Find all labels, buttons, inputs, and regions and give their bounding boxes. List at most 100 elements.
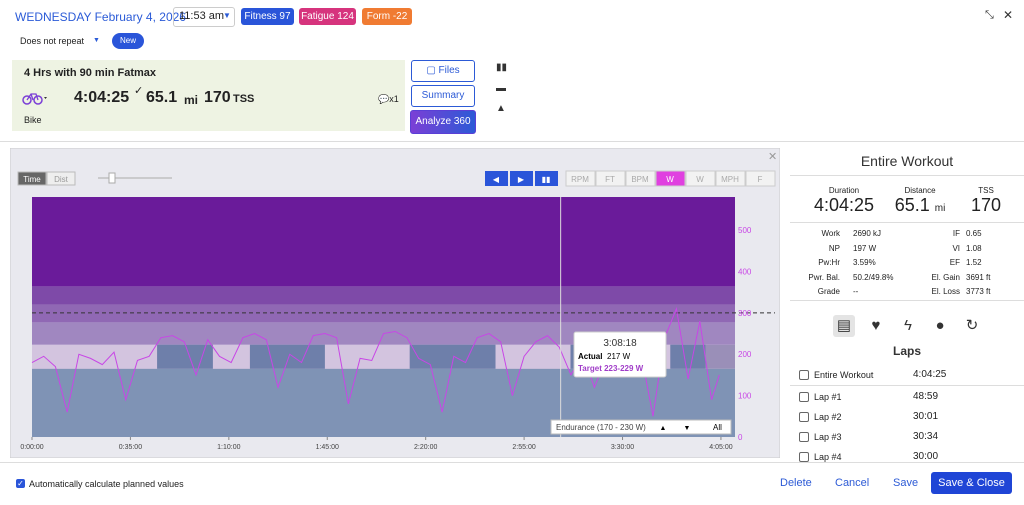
zone-select[interactable] xyxy=(550,419,732,435)
sep xyxy=(790,175,1024,176)
stat-label: Duration xyxy=(828,186,860,195)
close-icon: ✕ xyxy=(768,151,777,163)
save-close-button[interactable]: Save & Close xyxy=(931,472,1012,494)
lap-time: 48:59 xyxy=(913,391,939,402)
metric-label: Pwr. Bal. xyxy=(808,272,840,282)
metric-label: Grade xyxy=(817,287,840,296)
tab-icon[interactable]: ● xyxy=(935,317,945,334)
files-button[interactable]: ▢ Files xyxy=(411,60,475,82)
lap-time: 30:34 xyxy=(913,431,939,442)
arrow-up: ▲ xyxy=(660,425,667,432)
close-icon[interactable]: ✕ xyxy=(1003,8,1014,22)
metric-button[interactable] xyxy=(745,170,776,187)
y-tick-label: 0 xyxy=(738,433,743,442)
repeat[interactable]: Does not repeat xyxy=(20,36,85,46)
metric-value: 1.08 xyxy=(966,243,982,253)
divider xyxy=(0,141,1024,142)
save-button[interactable]: Save xyxy=(893,477,919,489)
metric-label: W xyxy=(666,175,674,184)
lap-checkbox[interactable] xyxy=(799,370,809,380)
stat-value: 65.1 mi xyxy=(880,195,960,216)
summary-button[interactable]: Summary xyxy=(411,85,475,107)
metric-value: 0.65 xyxy=(966,229,982,238)
metric-value: 50.2/49.8% xyxy=(853,272,894,282)
metric-button[interactable] xyxy=(565,170,596,187)
analyze-button[interactable]: Analyze 360 xyxy=(410,110,476,134)
stat-number: 4:04:25 xyxy=(813,195,875,215)
metric-label: BPM xyxy=(631,175,649,184)
toggle-button[interactable] xyxy=(46,171,76,186)
metric-button[interactable] xyxy=(655,170,686,187)
comment-icon[interactable]: ▬ xyxy=(496,83,506,94)
tab-icon[interactable]: ▤ xyxy=(833,315,855,337)
comments[interactable]: 💬x1 xyxy=(378,94,399,104)
sep xyxy=(790,222,1024,223)
metric-value: 3773 ft xyxy=(966,287,991,296)
tab-icon[interactable]: ♥ xyxy=(871,317,881,334)
workout-box xyxy=(12,60,405,131)
lap-checkbox[interactable] xyxy=(799,432,809,442)
y-tick-label: 200 xyxy=(738,350,752,359)
map-icon[interactable]: ▲ xyxy=(496,103,506,114)
nav-button[interactable] xyxy=(510,171,533,186)
metric-label: W xyxy=(696,175,704,184)
metric-label: VI xyxy=(952,243,960,253)
auto-label: Automatically calculate planned values xyxy=(29,479,184,489)
lap-checkbox[interactable] xyxy=(799,452,809,462)
tooltip xyxy=(573,331,667,378)
metric-label: EF xyxy=(949,258,960,267)
nav-button[interactable] xyxy=(485,171,508,186)
new-button[interactable]: New xyxy=(112,33,144,49)
metric-button[interactable] xyxy=(595,170,626,187)
metric-button[interactable] xyxy=(685,170,716,187)
lap-name: Lap #3 xyxy=(814,432,842,442)
metric-label: FT xyxy=(605,175,615,184)
metric-button[interactable] xyxy=(715,170,746,187)
arrow-down: ▼ xyxy=(684,425,691,432)
x-tick-label: 1:45:00 xyxy=(316,444,339,451)
metric-label: MPH xyxy=(721,175,739,184)
tab-icon[interactable]: ↻ xyxy=(965,317,979,334)
metric-label: F xyxy=(758,175,763,184)
lap-checkbox[interactable] xyxy=(799,412,809,422)
metric-label: El. Loss xyxy=(931,287,960,296)
zone-band xyxy=(32,197,735,287)
tooltip-target: Target 223-229 W xyxy=(578,364,644,373)
time-select[interactable]: 11:53 am ▼ xyxy=(173,7,235,27)
metric-label: Pw:Hr xyxy=(818,258,840,267)
collapse-icon[interactable]: ⤡ xyxy=(985,9,994,21)
check-icon: ✓ xyxy=(134,85,144,97)
tooltip-actual-label: Actual xyxy=(578,352,602,361)
target-interval xyxy=(670,344,706,369)
toggle-button[interactable] xyxy=(17,171,47,186)
target-interval xyxy=(249,344,325,369)
distance-unit: mi xyxy=(184,93,199,107)
chart-icon[interactable]: ▮▮ xyxy=(496,62,508,73)
metric-value: 1.52 xyxy=(966,258,982,267)
cancel-button[interactable]: Cancel xyxy=(835,477,870,489)
y-tick-label: 100 xyxy=(738,392,752,401)
metric-label: RPM xyxy=(571,175,589,184)
badge: Form -22 xyxy=(362,8,412,25)
lap-checkbox[interactable] xyxy=(799,392,809,402)
tab-icon[interactable]: ϟ xyxy=(904,317,912,334)
checkbox[interactable]: ✓ xyxy=(16,479,25,488)
nav-button[interactable] xyxy=(535,171,558,186)
metric-button[interactable] xyxy=(625,170,656,187)
delete-button[interactable]: Delete xyxy=(780,477,812,489)
target-interval xyxy=(324,344,410,369)
files-label: Files xyxy=(438,65,460,76)
x-tick-label: 2:20:00 xyxy=(414,444,437,451)
nav-icon: ▶ xyxy=(518,175,525,184)
summary-panel: Entire Workout Duration 4:04:25 Distance 65.… xyxy=(790,142,1024,462)
stat-number: 170 xyxy=(970,195,1002,215)
target-interval xyxy=(157,344,213,369)
metric-label: El. Gain xyxy=(931,272,960,282)
zone-select-label: Endurance (170 - 230 W) xyxy=(556,423,646,432)
badge: Fatigue 124 xyxy=(299,8,356,25)
metric-value: 3.59% xyxy=(853,258,876,267)
target-interval xyxy=(32,344,158,369)
metric-label: NP xyxy=(828,243,840,253)
slider-handle[interactable] xyxy=(108,172,116,184)
